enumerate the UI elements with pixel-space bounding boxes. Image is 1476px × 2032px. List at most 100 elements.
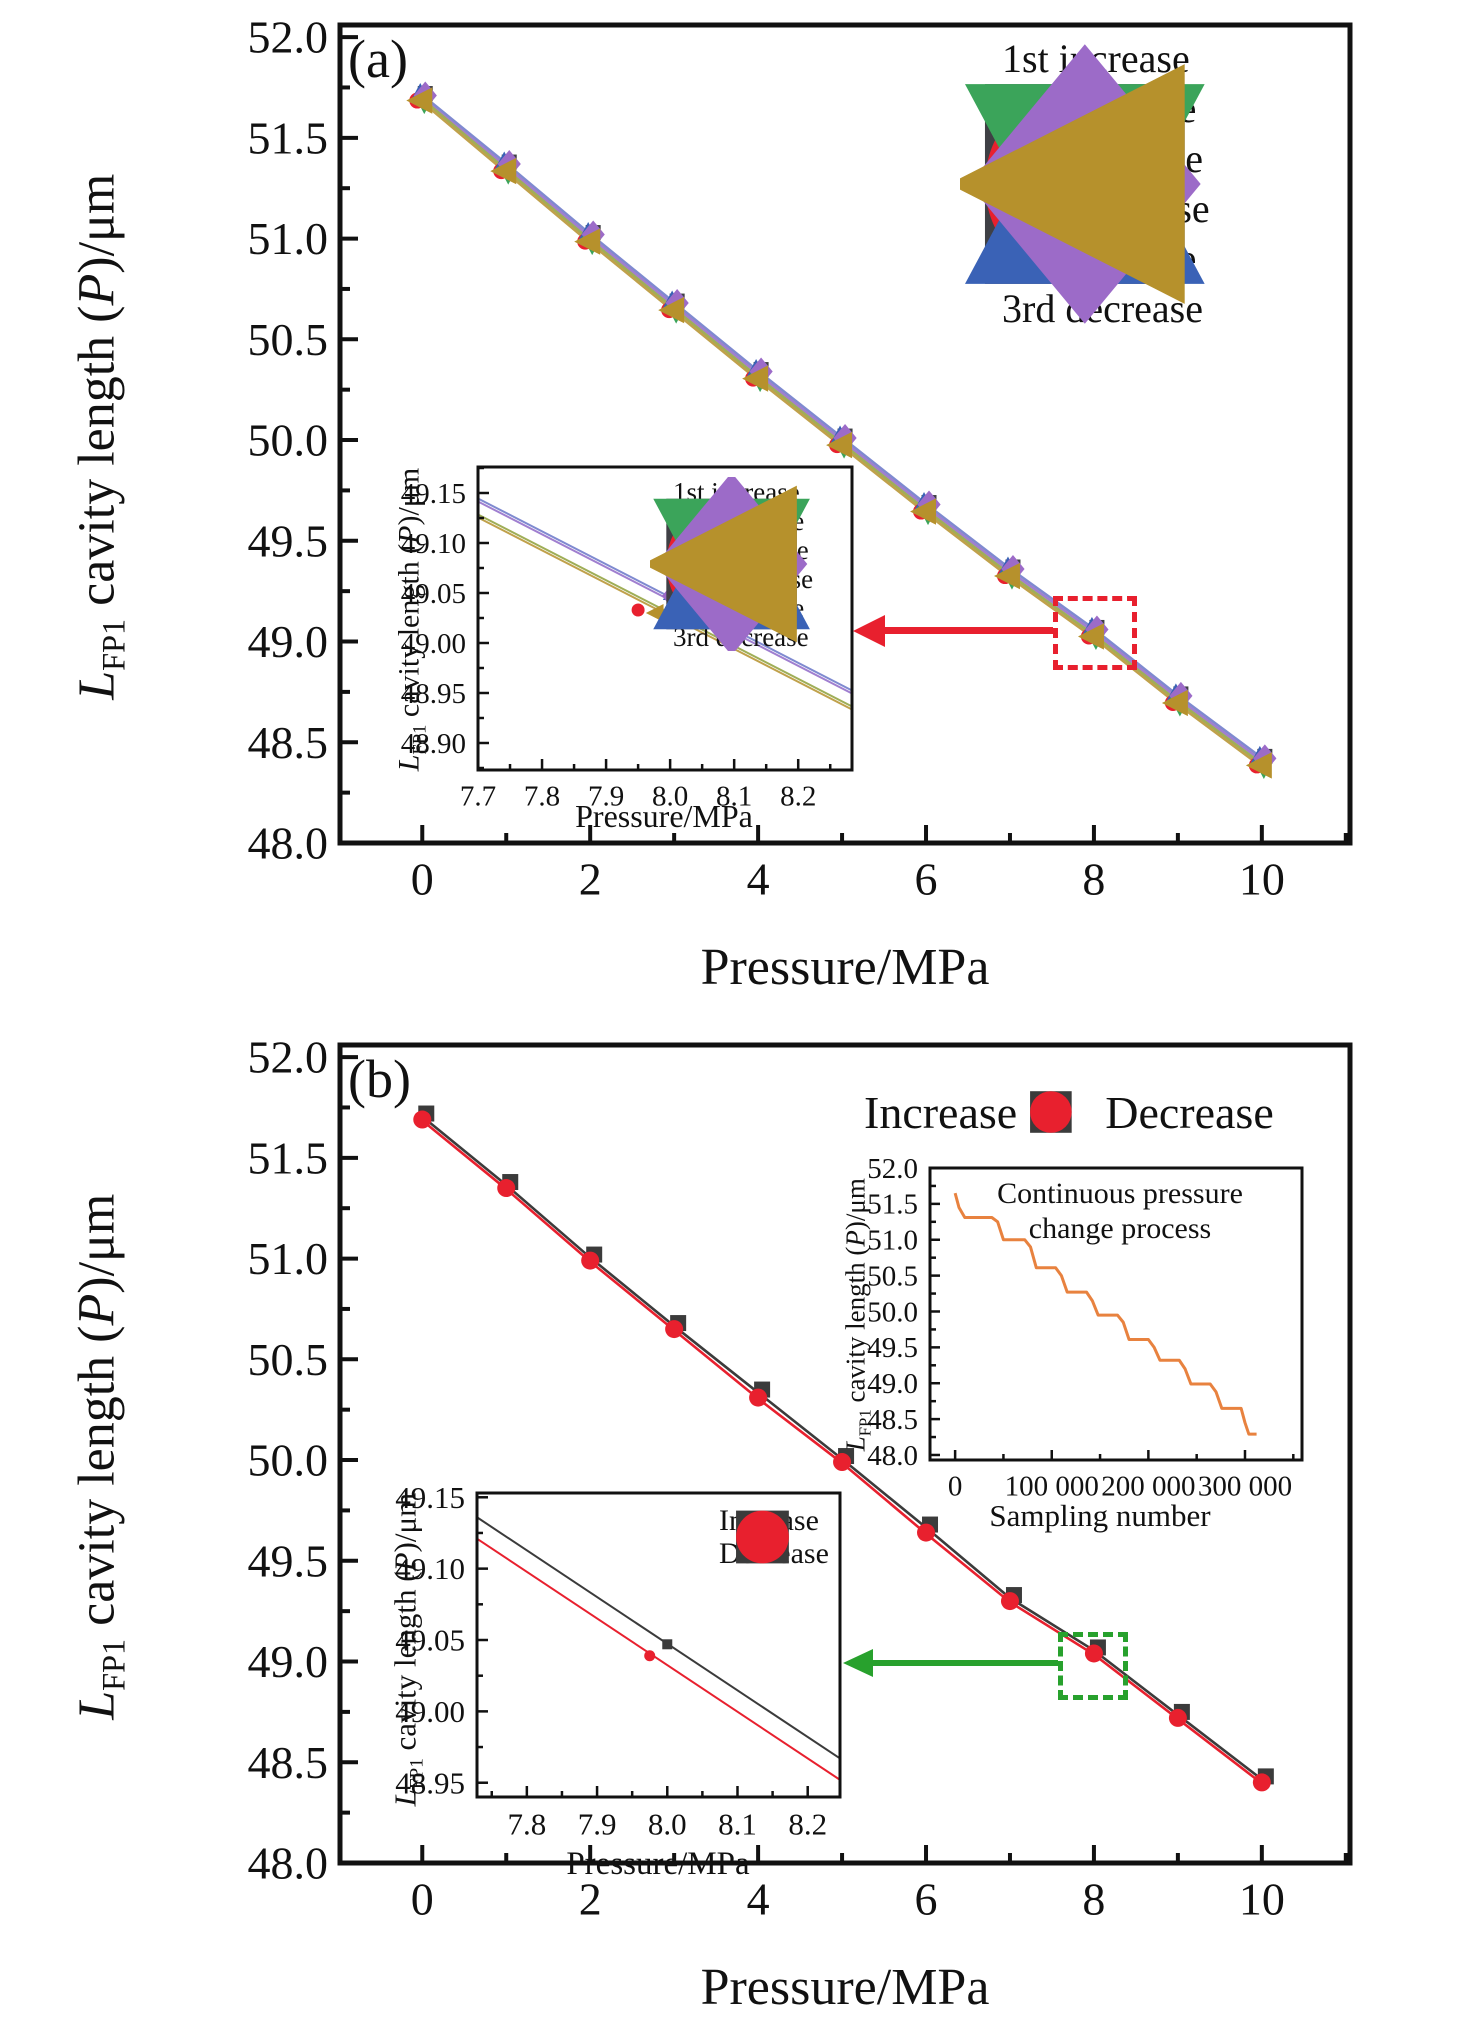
zoom-region-box-b (1058, 1632, 1128, 1700)
inset-a-y-axis-title: LFP1 cavity length (P)/μm (393, 320, 432, 920)
legend-label: Decrease (1105, 1086, 1274, 1138)
axis-tick-labels-inset_a_zoom: 7.7 7.8 7.9 8.0 8.1 8.2 48.90 48.95 49.00 49.05 49… (401, 478, 817, 813)
triangle-left-marker-icon (650, 485, 797, 643)
svg-text:51.0: 51.0 (248, 213, 329, 264)
series-markers-1 (645, 604, 664, 622)
inset-b-continuous-x-axis-title: Sampling number (989, 1498, 1211, 1533)
y-title-unit: )/μm (840, 1178, 871, 1231)
svg-text:50.0: 50.0 (248, 1435, 329, 1486)
panel-a-y-axis-title: LFP1 cavity length (P)/μm (67, 0, 132, 937)
svg-text:49.0: 49.0 (248, 616, 329, 667)
svg-text:10: 10 (1239, 854, 1285, 905)
series-markers-5 (406, 87, 1272, 779)
inset-b-continuous-title: Continuous pressure change process (945, 1176, 1295, 1246)
series-line-0 (953, 1192, 1257, 1436)
svg-text:8: 8 (1082, 854, 1105, 905)
panel-a-x-axis-title: Pressure/MPa (700, 939, 990, 996)
svg-text:7.8: 7.8 (524, 781, 560, 813)
svg-text:48.0: 48.0 (248, 818, 329, 869)
inset-title-line1: Continuous pressure (997, 1177, 1243, 1210)
plot-area-inset_b_continuous (953, 1192, 1257, 1436)
y-title-subscript: FP1 (409, 724, 431, 755)
svg-text:51.5: 51.5 (248, 1132, 329, 1183)
axis-ticks-inset_a_zoom (476, 466, 832, 770)
svg-text:50.5: 50.5 (248, 1334, 329, 1385)
legend-item-decrease: Decrease (696, 1510, 829, 1570)
svg-text:8.1: 8.1 (716, 781, 752, 813)
y-title-variable: P (387, 1552, 423, 1572)
panel-b-x-axis-title: Pressure/MPa (700, 1959, 990, 2016)
chart-inset_b_continuous: 0 100 000 200 000 300 000 48.0 48.5 49.0 49.5 50… (867, 1153, 1304, 1503)
svg-text:48.5: 48.5 (248, 717, 329, 768)
svg-text:49.05: 49.05 (401, 578, 466, 610)
svg-text:48.0: 48.0 (248, 1838, 329, 1889)
svg-text:51.5: 51.5 (248, 112, 329, 163)
svg-text:49.5: 49.5 (248, 515, 329, 566)
zoom-arrow-b-shaft (872, 1660, 1058, 1666)
series-markers-1 (413, 1110, 1271, 1792)
zoom-arrow-a-head (853, 615, 885, 647)
circle-marker-icon (1030, 1091, 1091, 1133)
svg-text:10: 10 (1239, 1874, 1285, 1925)
y-title-text: cavity length ( (840, 1246, 871, 1410)
svg-text:48.95: 48.95 (401, 678, 466, 710)
inset-a-x-axis-title: Pressure/MPa (575, 798, 753, 834)
legend-item-3rd-decrease: 3rd decrease (960, 64, 1210, 334)
axis-tick-labels-main_b: 0 2 4 6 8 1048.048.549.049.550.050.551.051.55… (248, 1032, 1285, 1925)
y-title-unit: )/μm (387, 1492, 423, 1553)
inset-b-continuous-y-axis-title: LFP1 cavity length (P)/μm (840, 1016, 875, 1615)
y-title-symbol: L (68, 1690, 126, 1720)
svg-text:0: 0 (948, 1471, 963, 1503)
y-title-text: cavity length ( (392, 543, 426, 725)
y-title-variable: P (68, 1293, 126, 1326)
svg-text:49.10: 49.10 (395, 1551, 465, 1586)
axis-tick-labels-main_a: 0 2 4 6 8 10 48.0 48.5 49.0 49.5 50.0 50.5 51.0 51.5 5… (248, 12, 1285, 905)
panel-b-label: (b) (348, 1049, 411, 1109)
svg-text:52.0: 52.0 (867, 1153, 918, 1185)
y-title-unit: )/μm (68, 173, 126, 274)
svg-text:49.05: 49.05 (395, 1623, 465, 1658)
svg-text:2: 2 (579, 854, 602, 905)
axis-ticks-inset_b_zoom (477, 1496, 809, 1797)
svg-text:51.5: 51.5 (867, 1189, 918, 1221)
svg-text:48.95: 48.95 (395, 1765, 465, 1800)
svg-text:0: 0 (411, 1874, 434, 1925)
y-title-text: cavity length ( (387, 1571, 423, 1759)
plot-area-main_b (413, 1105, 1274, 1792)
svg-text:50.5: 50.5 (248, 314, 329, 365)
svg-text:49.5: 49.5 (248, 1535, 329, 1586)
legend-item-decrease: Decrease (1030, 1086, 1274, 1138)
series-markers-0 (662, 1639, 673, 1650)
svg-text:7.8: 7.8 (507, 1806, 546, 1841)
circle-marker-icon (696, 1510, 789, 1564)
y-title-variable: P (68, 273, 126, 306)
svg-text:51.0: 51.0 (248, 1233, 329, 1284)
panel-a-label: (a) (348, 29, 408, 89)
axis-tick-labels-inset_b_continuous: 0 100 000 200 000 300 000 48.0 48.5 49.0 49.5 50… (867, 1153, 1292, 1503)
svg-text:8: 8 (1082, 1874, 1105, 1925)
svg-text:49.15: 49.15 (401, 478, 466, 510)
svg-text:49.0: 49.0 (867, 1368, 918, 1400)
svg-text:6: 6 (915, 854, 938, 905)
panel-b: 0 2 4 6 8 10 48.0 48.5 49.0 49.5 50.0 50.5 51.0 51.5 5… (0, 1016, 1476, 2032)
y-title-text: cavity length ( (68, 305, 126, 619)
legend-inset-b-zoom: Increase Decrease (696, 1504, 829, 1570)
svg-text:8.1: 8.1 (718, 1806, 757, 1841)
series-markers-0 (631, 603, 645, 617)
legend-label: Increase (864, 1086, 1018, 1138)
inset-title-line2: change process (1028, 1212, 1212, 1245)
inset-b-zoom-y-axis-title: LFP1 cavity length (P)/μm (387, 1350, 428, 1950)
svg-text:52.0: 52.0 (248, 12, 329, 63)
svg-text:48.90: 48.90 (401, 728, 466, 760)
legend-inset-a: 1st increase 1st decrease 2nd increase 2… (650, 477, 813, 651)
y-title-unit: )/μm (68, 1193, 126, 1294)
svg-text:49.00: 49.00 (395, 1694, 465, 1729)
svg-text:48.5: 48.5 (867, 1404, 918, 1436)
legend-panel-b: Increase Decrease (828, 1086, 1274, 1138)
y-title-symbol: L (392, 754, 426, 772)
axis-ticks-main_a (340, 35, 1348, 845)
inset-b-zoom-x-axis-title: Pressure/MPa (566, 1846, 750, 1882)
panel-a: 0 2 4 6 8 10 48.0 48.5 49.0 49.5 50.0 50.5 51.0 51.5 5… (67, 0, 1353, 996)
y-title-subscript: FP1 (855, 1409, 875, 1437)
svg-text:49.10: 49.10 (401, 528, 466, 560)
